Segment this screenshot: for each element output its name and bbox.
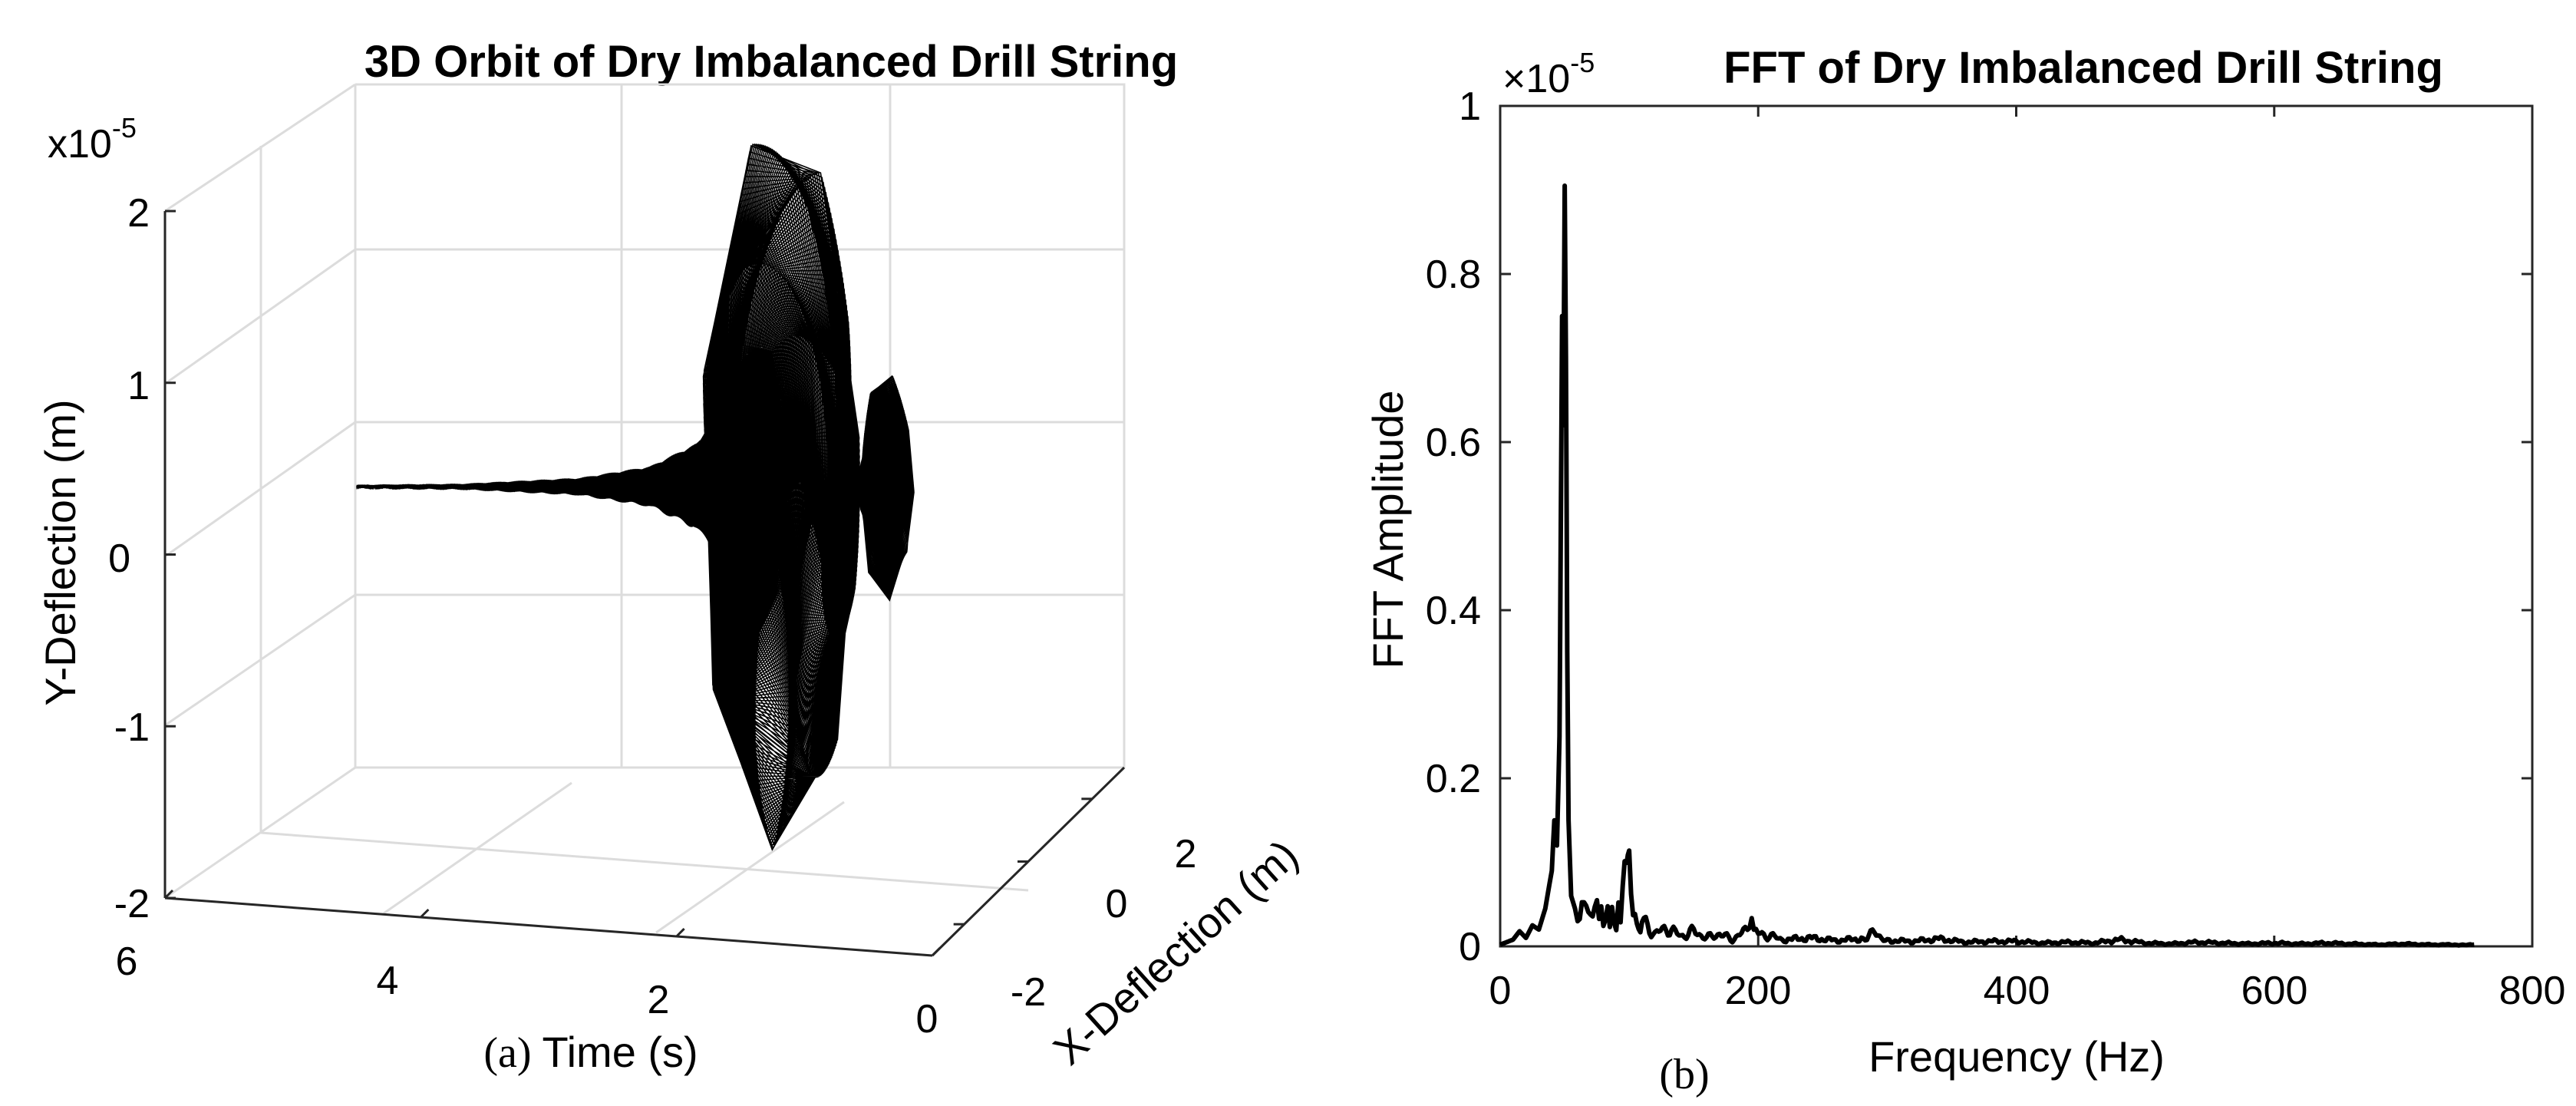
z-tick-label: 1 [127, 364, 150, 408]
time-tick-label: 6 [116, 939, 138, 984]
fft-y-tick-label: 0.4 [1426, 589, 1481, 633]
orbit-series-line [356, 143, 915, 851]
time-tick-mark [931, 946, 942, 957]
z-tick-label: 0 [108, 536, 130, 581]
caption-a: (a) [483, 1029, 531, 1077]
fft-chart: FFT of Dry Imbalanced Drill String 0 0.2… [1364, 43, 2565, 1098]
time-tick-mark [420, 908, 430, 919]
x-deflection-tick-label: 2 [1175, 832, 1197, 877]
fft-y-tick-label: 0 [1459, 925, 1481, 969]
x-deflection-tick-label: -2 [1011, 970, 1046, 1015]
floor-grid-line [383, 781, 572, 915]
time-axis-line [164, 896, 933, 957]
fft-x-tick-label: 600 [2241, 969, 2308, 1013]
caption-b: (b) [1659, 1051, 1709, 1098]
fft-y-tick-label: 0.6 [1426, 421, 1481, 465]
time-tick-label: 2 [648, 978, 670, 1022]
floor-grid-line [655, 801, 845, 934]
fft-x-tick-label: 800 [2499, 969, 2566, 1013]
orbit-tick-marks [163, 210, 1093, 957]
z-axis-label: Y-Deflection (m) [36, 399, 84, 705]
orbit-line [356, 143, 915, 851]
fft-y-exponent-label: ×10-5 [1502, 47, 1595, 101]
fft-line [1499, 183, 2475, 948]
z-tick-label: -2 [114, 882, 150, 926]
fft-x-tick-label: 400 [1984, 969, 2050, 1013]
fft-x-tick-label: 0 [1489, 969, 1512, 1013]
floor-grid-line [260, 831, 1029, 892]
orbit-3d-chart: 3D Orbit of Dry Imbalanced Drill String [36, 37, 1307, 1077]
x-deflection-tick-label: 0 [1106, 882, 1128, 926]
fft-y-tick-label: 1 [1459, 84, 1481, 129]
time-tick-mark [163, 889, 174, 900]
fft-y-axis-label: FFT Amplitude [1364, 390, 1412, 669]
fft-x-axis-label: Frequency (Hz) [1869, 1032, 2165, 1081]
z-tick-label: 2 [127, 191, 150, 236]
orbit-chart-title: 3D Orbit of Dry Imbalanced Drill String [364, 37, 1178, 87]
fft-y-tick-label: 0.8 [1426, 253, 1481, 297]
fft-x-tick-label: 200 [1725, 969, 1792, 1013]
fft-y-tick-label: 0.2 [1426, 757, 1481, 801]
orbit-grid [164, 83, 1126, 957]
time-tick-mark [675, 927, 685, 938]
time-tick-label: 4 [377, 959, 399, 1003]
fft-chart-title: FFT of Dry Imbalanced Drill String [1723, 43, 2443, 93]
fft-series-line [1499, 183, 2475, 948]
fft-ticks [1499, 104, 2534, 948]
time-axis-label: (a) Time (s) [483, 1028, 698, 1077]
fft-plot-frame [1499, 104, 2534, 948]
time-tick-label: 0 [916, 997, 938, 1042]
z-exponent-label: x10-5 [48, 112, 137, 167]
z-tick-label: -1 [114, 705, 150, 750]
